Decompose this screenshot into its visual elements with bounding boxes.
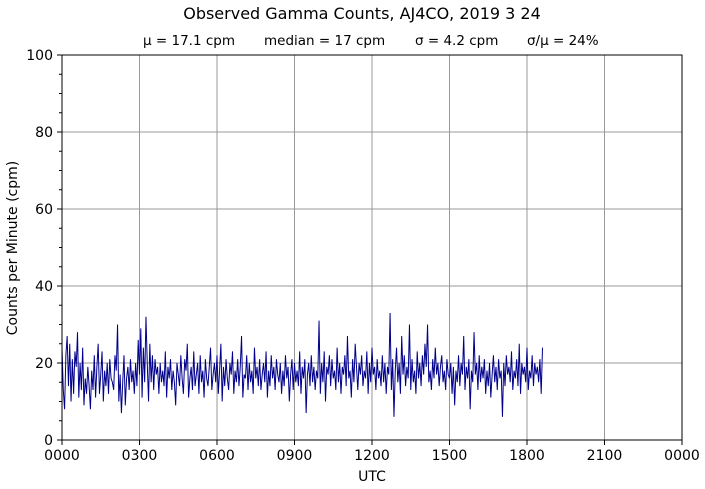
y-tick-label: 20 (35, 356, 53, 372)
x-tick-label: 0300 (122, 448, 158, 464)
x-tick-label: 0000 (44, 448, 80, 464)
x-tick-label: 1500 (432, 448, 468, 464)
plot-frame (61, 54, 683, 441)
stat-mean: μ = 17.1 cpm (143, 33, 235, 49)
series-line-cpm (61, 312, 543, 417)
y-tick-label: 60 (35, 202, 53, 218)
stat-cv: σ/μ = 24% (527, 33, 599, 49)
y-tick-label: 0 (44, 433, 53, 449)
x-tick-label: 1200 (354, 448, 390, 464)
x-tick-label: 0600 (199, 448, 235, 464)
y-tick-label: 100 (26, 48, 53, 64)
x-axis-label: UTC (358, 469, 386, 485)
chart-title: Observed Gamma Counts, AJ4CO, 2019 3 24 (183, 4, 541, 23)
y-tick-label: 80 (35, 125, 53, 141)
stat-sigma: σ = 4.2 cpm (415, 33, 498, 49)
stat-median: median = 17 cpm (264, 33, 385, 49)
x-tick-label: 0900 (277, 448, 313, 464)
x-tick-label: 0000 (664, 448, 700, 464)
y-axis-label: Counts per Minute (cpm) (5, 161, 21, 335)
chart-subtitle: μ = 17.1 cpm median = 17 cpm σ = 4.2 cpm… (143, 33, 599, 49)
x-tick-label: 2100 (587, 448, 623, 464)
x-tick-label: 1800 (509, 448, 545, 464)
y-tick-label: 40 (35, 279, 53, 295)
